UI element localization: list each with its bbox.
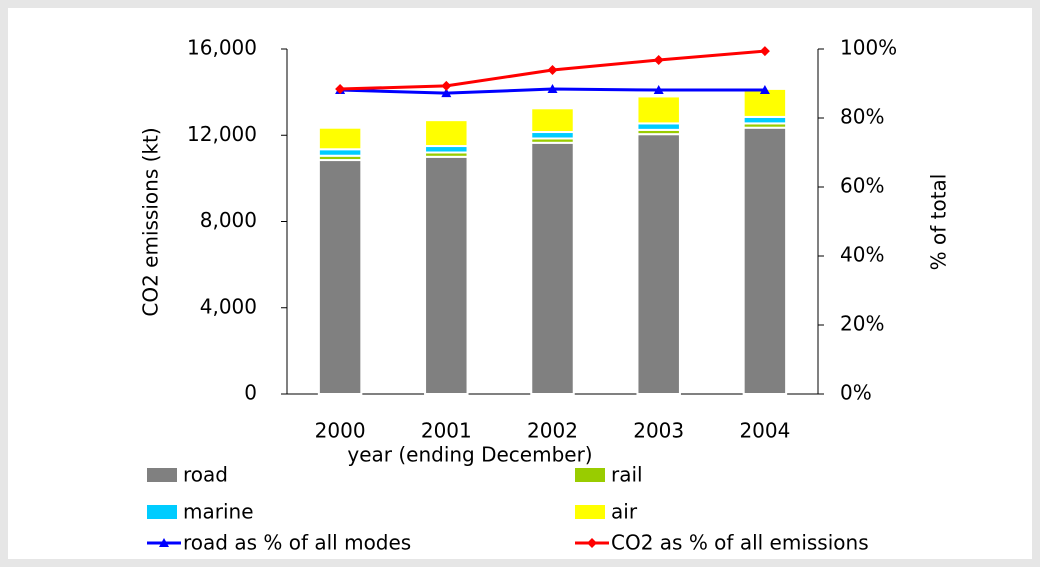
x-tick-label: 2003: [633, 419, 684, 443]
bar-segment: [317, 126, 363, 151]
bar-segment: [742, 126, 788, 395]
y-tick-label: 0: [244, 381, 257, 405]
legend-marker: [587, 538, 597, 548]
line-marker: [547, 65, 558, 76]
y-tick-label: 12,000: [187, 122, 257, 146]
legend-label: road: [183, 463, 228, 487]
legend-label: rail: [611, 463, 643, 487]
x-tick-label: 2000: [315, 419, 366, 443]
bar-segment: [530, 141, 575, 395]
legend-swatch: [575, 505, 605, 519]
line-marker: [441, 88, 452, 98]
y2-tick-label: 20%: [840, 312, 884, 336]
chart-panel: [8, 8, 1032, 559]
y2-tick-label: 80%: [840, 105, 884, 129]
line-marker: [547, 84, 558, 94]
y-tick-label: 4,000: [200, 294, 257, 318]
y-axis-label: CO2 emissions (kt): [139, 127, 163, 316]
bar-segment: [424, 119, 469, 148]
bar-segment: [636, 133, 681, 395]
line-marker: [759, 85, 770, 95]
legend-label: marine: [183, 500, 254, 524]
line-marker: [759, 46, 770, 57]
bar-segment: [636, 95, 681, 125]
line-marker: [441, 80, 452, 91]
x-tick-label: 2004: [739, 419, 790, 443]
y2-tick-label: 0%: [840, 381, 872, 405]
bar-segment: [317, 159, 363, 395]
y-tick-label: 8,000: [200, 208, 257, 232]
line-marker: [653, 85, 664, 95]
bar-segment: [530, 107, 575, 134]
legend-label: air: [611, 500, 638, 524]
legend-marker: [159, 538, 169, 547]
y2-tick-label: 100%: [840, 36, 897, 60]
legend-label: road as % of all modes: [183, 531, 411, 555]
x-tick-label: 2001: [421, 419, 472, 443]
y2-axis-label: % of total: [927, 174, 951, 271]
legend-label: CO2 as % of all emissions: [611, 531, 869, 555]
y2-tick-label: 60%: [840, 174, 884, 198]
bar-segment: [424, 155, 469, 395]
line-marker: [653, 55, 664, 66]
y-tick-label: 16,000: [187, 36, 257, 60]
x-axis-label: year (ending December): [347, 443, 592, 467]
x-tick-label: 2002: [527, 419, 578, 443]
legend-swatch: [147, 505, 177, 519]
y2-tick-label: 40%: [840, 243, 884, 267]
legend-swatch: [575, 468, 605, 482]
line-marker: [335, 84, 346, 95]
legend-swatch: [147, 468, 177, 482]
